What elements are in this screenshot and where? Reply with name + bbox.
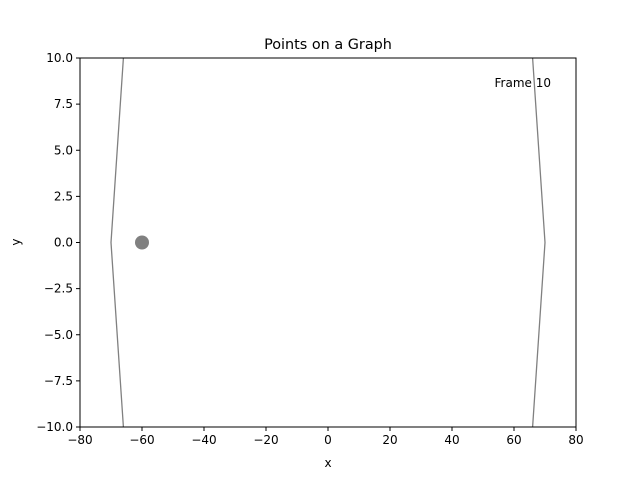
y-tick-label: −10.0	[36, 420, 73, 434]
series-line-0	[110, 57, 125, 428]
y-tick-label: 0.0	[54, 236, 73, 250]
frame-annotation: Frame 10	[495, 76, 551, 90]
x-tick-label: 60	[506, 433, 521, 447]
chart-title: Points on a Graph	[264, 37, 392, 53]
plot-marks	[110, 57, 546, 428]
y-tick-label: 10.0	[46, 51, 73, 65]
y-axis-label: y	[9, 238, 23, 245]
y-tick-label: −2.5	[44, 282, 73, 296]
x-tick-label: −20	[253, 433, 278, 447]
axis-ticks: −80 −60 −40 −20 0 20 40 60 80 10.0 7.5 5.0 2.5 0.0 −2.…	[36, 51, 583, 447]
y-tick-label: 7.5	[54, 97, 73, 111]
x-tick-label: 20	[382, 433, 397, 447]
series-line-1	[531, 57, 546, 428]
y-tick-label: −5.0	[44, 328, 73, 342]
x-tick-label: 80	[568, 433, 583, 447]
y-tick-label: −7.5	[44, 374, 73, 388]
x-tick-label: 40	[444, 433, 459, 447]
x-axis-label: x	[324, 456, 331, 470]
x-tick-label: −40	[191, 433, 216, 447]
x-tick-label: 0	[324, 433, 332, 447]
x-tick-label: −80	[67, 433, 92, 447]
y-tick-label: 5.0	[54, 143, 73, 157]
plot-frame	[79, 57, 577, 428]
x-tick-label: −60	[129, 433, 154, 447]
data-point-2-0	[135, 235, 149, 250]
y-tick-label: 2.5	[54, 189, 73, 203]
